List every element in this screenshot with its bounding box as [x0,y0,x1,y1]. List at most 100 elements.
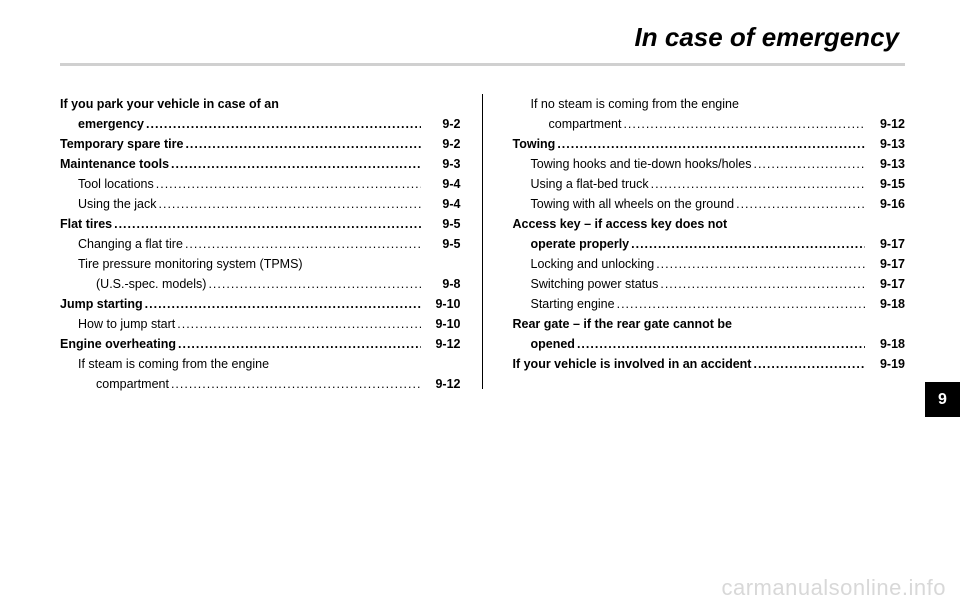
toc-page-number: 9-12 [865,114,905,134]
toc-row: Flat tires 9-5 [60,214,461,234]
toc-label: If steam is coming from the engine [78,354,269,374]
toc-left-column: If you park your vehicle in case of anem… [60,94,483,394]
toc-row: compartment 9-12 [60,374,461,394]
toc-label: Temporary spare tire [60,134,183,154]
toc-row: Maintenance tools 9-3 [60,154,461,174]
toc-dots [112,214,420,234]
toc-page-number: 9-19 [865,354,905,374]
toc-page-number: 9-13 [865,154,905,174]
toc-label: Towing with all wheels on the ground [531,194,735,214]
toc-columns: If you park your vehicle in case of anem… [60,94,905,394]
toc-row: Jump starting 9-10 [60,294,461,314]
toc-page-number: 9-12 [421,374,461,394]
toc-row: If your vehicle is involved in an accide… [513,354,906,374]
toc-row: Switching power status 9-17 [513,274,906,294]
toc-page-number: 9-8 [421,274,461,294]
toc-page-number: 9-17 [865,234,905,254]
toc-row: How to jump start 9-10 [60,314,461,334]
toc-label: Towing hooks and tie-down hooks/holes [531,154,752,174]
toc-row: Temporary spare tire 9-2 [60,134,461,154]
toc-page-number: 9-2 [421,114,461,134]
toc-page-number: 9-4 [421,174,461,194]
toc-row: Towing hooks and tie-down hooks/holes 9-1… [513,154,906,174]
toc-dots [206,274,420,294]
toc-page-number: 9-15 [865,174,905,194]
toc-row: Changing a flat tire9-5 [60,234,461,254]
toc-dots [654,254,865,274]
toc-row: If steam is coming from the engine [60,354,461,374]
toc-label: Rear gate – if the rear gate cannot be [513,314,733,334]
toc-dots [175,314,420,334]
toc-page-number: 9-12 [421,334,461,354]
toc-label: Access key – if access key does not [513,214,728,234]
toc-page-number: 9-17 [865,254,905,274]
title-divider [60,63,905,66]
toc-label: If your vehicle is involved in an accide… [513,354,752,374]
toc-label: Starting engine [531,294,615,314]
chapter-tab: 9 [925,382,960,417]
toc-label: If you park your vehicle in case of an [60,94,279,114]
toc-label: How to jump start [78,314,175,334]
toc-page-number: 9-10 [421,294,461,314]
toc-dots [615,294,865,314]
toc-dots [144,114,420,134]
toc-page-number: 9-17 [865,274,905,294]
toc-page-number: 9-3 [421,154,461,174]
toc-dots [169,374,421,394]
toc-row: (U.S.-spec. models)9-8 [60,274,461,294]
toc-dots [169,154,420,174]
toc-dots [154,174,421,194]
toc-label: Flat tires [60,214,112,234]
toc-dots [658,274,865,294]
toc-label: Tire pressure monitoring system (TPMS) [78,254,303,274]
toc-row: Tool locations 9-4 [60,174,461,194]
toc-page-number: 9-18 [865,334,905,354]
toc-label: Jump starting [60,294,143,314]
toc-dots [751,154,865,174]
toc-dots [183,134,420,154]
toc-dots [575,334,865,354]
toc-row: Towing with all wheels on the ground 9-16 [513,194,906,214]
toc-row: Starting engine 9-18 [513,294,906,314]
toc-row: opened 9-18 [513,334,906,354]
toc-row: If you park your vehicle in case of an [60,94,461,114]
toc-dots [734,194,865,214]
toc-dots [621,114,865,134]
toc-label: Changing a flat tire [78,234,183,254]
toc-right-column: If no steam is coming from the enginecom… [483,94,906,394]
toc-row: Using the jack 9-4 [60,194,461,214]
toc-page-number: 9-5 [421,214,461,234]
toc-row: Engine overheating 9-12 [60,334,461,354]
toc-page-number: 9-4 [421,194,461,214]
page-title: In case of emergency [60,22,905,53]
toc-label: Locking and unlocking [531,254,655,274]
toc-page-number: 9-13 [865,134,905,154]
toc-label: opened [531,334,575,354]
toc-page-number: 9-2 [421,134,461,154]
toc-page-number: 9-10 [421,314,461,334]
toc-label: If no steam is coming from the engine [531,94,739,114]
toc-row: Using a flat-bed truck 9-15 [513,174,906,194]
toc-label: Using the jack [78,194,157,214]
toc-row: compartment 9-12 [513,114,906,134]
toc-dots [143,294,421,314]
toc-label: Switching power status [531,274,659,294]
toc-label: Engine overheating [60,334,176,354]
toc-label: Towing [513,134,556,154]
toc-label: Maintenance tools [60,154,169,174]
toc-dots [157,194,421,214]
toc-row: Access key – if access key does not [513,214,906,234]
toc-label: Using a flat-bed truck [531,174,649,194]
toc-row: Locking and unlocking 9-17 [513,254,906,274]
toc-row: Rear gate – if the rear gate cannot be [513,314,906,334]
toc-page-number: 9-18 [865,294,905,314]
toc-label: emergency [78,114,144,134]
toc-label: compartment [549,114,622,134]
toc-page-number: 9-16 [865,194,905,214]
toc-label: Tool locations [78,174,154,194]
toc-row: Towing 9-13 [513,134,906,154]
toc-row: operate properly 9-17 [513,234,906,254]
toc-dots [629,234,865,254]
toc-label: compartment [96,374,169,394]
toc-label: operate properly [531,234,630,254]
